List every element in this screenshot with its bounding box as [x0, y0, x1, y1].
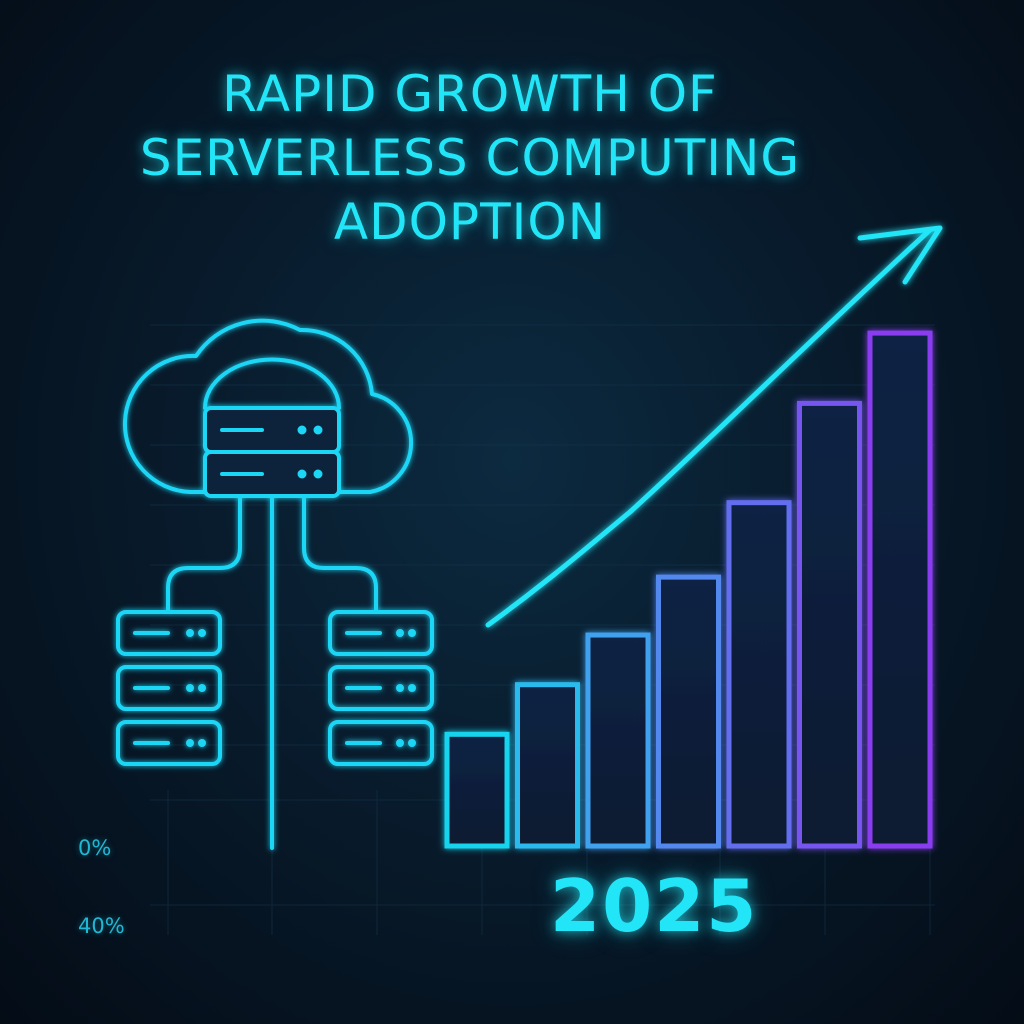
network-connections: [166, 494, 378, 850]
trend-arrow: [485, 225, 943, 628]
server-stack-icon: [116, 610, 222, 766]
bar-5: [726, 500, 792, 849]
bar-2: [515, 682, 580, 849]
title-line-3: ADOPTION: [333, 193, 607, 251]
chart-title: RAPID GROWTH OF SERVERLESS COMPUTING ADO…: [0, 62, 940, 254]
bar-4: [656, 574, 721, 849]
bar-1: [444, 731, 510, 849]
y-tick-label-0: 0%: [78, 836, 112, 860]
cloud-icon: [123, 318, 414, 494]
server-icon: [203, 357, 341, 498]
bar-7: [867, 330, 933, 849]
year-label: 2025: [550, 864, 759, 948]
bar-3: [585, 632, 651, 849]
bar-6: [797, 400, 862, 849]
title-line-2: SERVERLESS COMPUTING: [139, 129, 801, 187]
y-tick-label-1: 40%: [78, 914, 125, 938]
title-line-1: RAPID GROWTH OF: [222, 65, 718, 123]
server-stack-icon: [328, 610, 434, 766]
